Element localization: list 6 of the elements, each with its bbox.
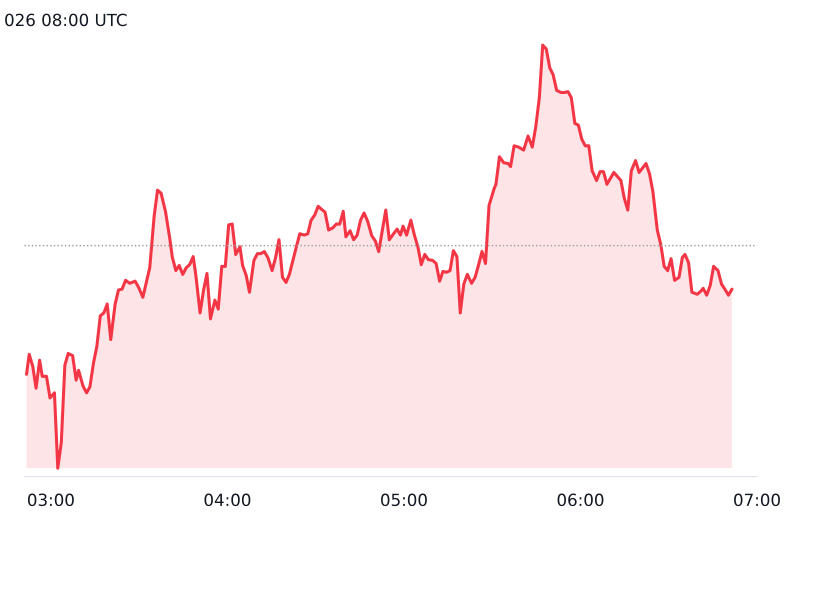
x-tick-label: 03:00: [28, 494, 74, 506]
x-tick-label: 04:00: [204, 494, 250, 506]
x-tick-label: 07:00: [734, 494, 780, 506]
chart-title: 026 08:00 UTC: [5, 14, 127, 26]
x-tick-label: 05:00: [381, 494, 427, 506]
x-tick-label: 06:00: [558, 494, 604, 506]
